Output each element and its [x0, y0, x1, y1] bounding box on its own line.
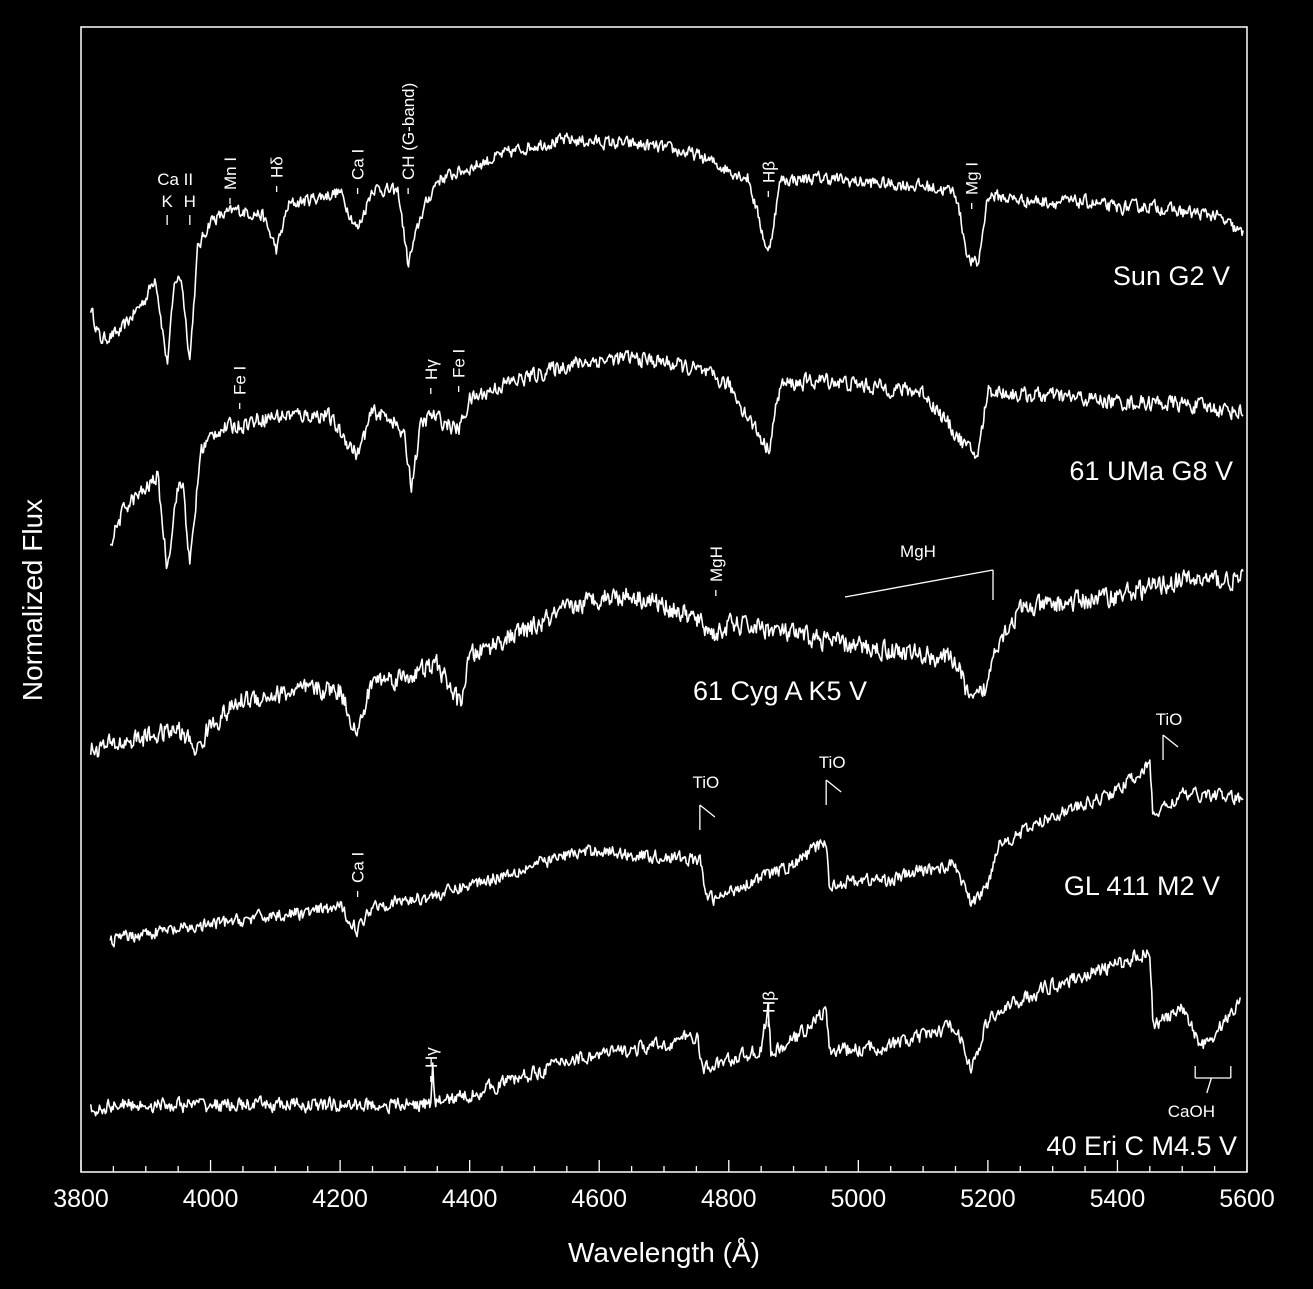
spectral-line-label: TiO — [692, 773, 719, 792]
spectral-line-label: H — [184, 192, 196, 211]
series-label: 40 Eri C M4.5 V — [1046, 1131, 1237, 1161]
spectral-line-label: CH (G-band) — [399, 83, 418, 180]
x-tick-label: 5200 — [960, 1185, 1016, 1213]
series-label: GL 411 M2 V — [1064, 871, 1220, 901]
spectral-line-label: Mn I — [221, 157, 240, 190]
spectral-line-label: MgH — [900, 542, 936, 561]
line-labels: Sun G2 V 61 UMa G8 V 61 Cyg A K5 V GL 411 M… — [157, 83, 1237, 1161]
x-tick-label: 4800 — [701, 1185, 757, 1213]
line-marker — [1206, 1077, 1212, 1094]
line-marker — [844, 569, 994, 598]
spectrum-line — [89, 949, 1241, 1117]
x-tick-label: 4200 — [312, 1185, 368, 1213]
spectral-line-label: Hγ — [422, 1047, 441, 1068]
spectral-line-label: TiO — [1156, 710, 1183, 729]
x-ticks: 3800 4000 4200 4400 4600 4800 5000 5200 5400 5600 — [53, 1160, 1275, 1213]
spectrum-line — [109, 349, 1244, 570]
y-axis-title: Normalized Flux — [17, 499, 48, 701]
spectral-line-label: Ca II — [157, 170, 193, 189]
line-marker — [825, 779, 842, 793]
series-label: Sun G2 V — [1113, 261, 1230, 291]
spectral-line-label: Hγ — [422, 359, 441, 380]
line-marker — [1162, 734, 1179, 748]
spectral-line-label: Fe I — [450, 349, 469, 378]
series-label: 61 UMa G8 V — [1069, 456, 1233, 486]
x-tick-label: 4600 — [571, 1185, 627, 1213]
spectral-line-label: K — [161, 192, 173, 211]
spectral-line-label: MgH — [707, 546, 726, 582]
x-tick-label: 5600 — [1219, 1185, 1275, 1213]
spectral-line-label: Ca I — [349, 149, 368, 180]
spectral-line-label: TiO — [819, 753, 846, 772]
x-tick-label: 5000 — [831, 1185, 887, 1213]
x-tick-label: 4400 — [442, 1185, 498, 1213]
spectral-line-label: Fe I — [231, 366, 250, 395]
x-tick-label: 5400 — [1090, 1185, 1146, 1213]
series-label: 61 Cyg A K5 V — [693, 676, 867, 706]
spectrum-line — [89, 568, 1244, 758]
spectral-line-label: Hβ — [759, 161, 778, 183]
spectrum-line — [89, 132, 1244, 365]
spectral-line-label: Ca I — [349, 852, 368, 883]
spectral-line-label: CaOH — [1168, 1102, 1215, 1121]
x-axis-title: Wavelength (Å) — [568, 1237, 760, 1268]
spectral-line-label: Mg I — [963, 162, 982, 195]
spectrum-line — [109, 759, 1244, 948]
x-tick-label: 4000 — [183, 1185, 239, 1213]
spectral-line-label: Hβ — [759, 991, 778, 1013]
spectra — [89, 132, 1244, 1117]
x-tick-label: 3800 — [53, 1185, 109, 1213]
spectral-line-label: Hδ — [268, 156, 287, 178]
line-marker — [699, 804, 716, 818]
